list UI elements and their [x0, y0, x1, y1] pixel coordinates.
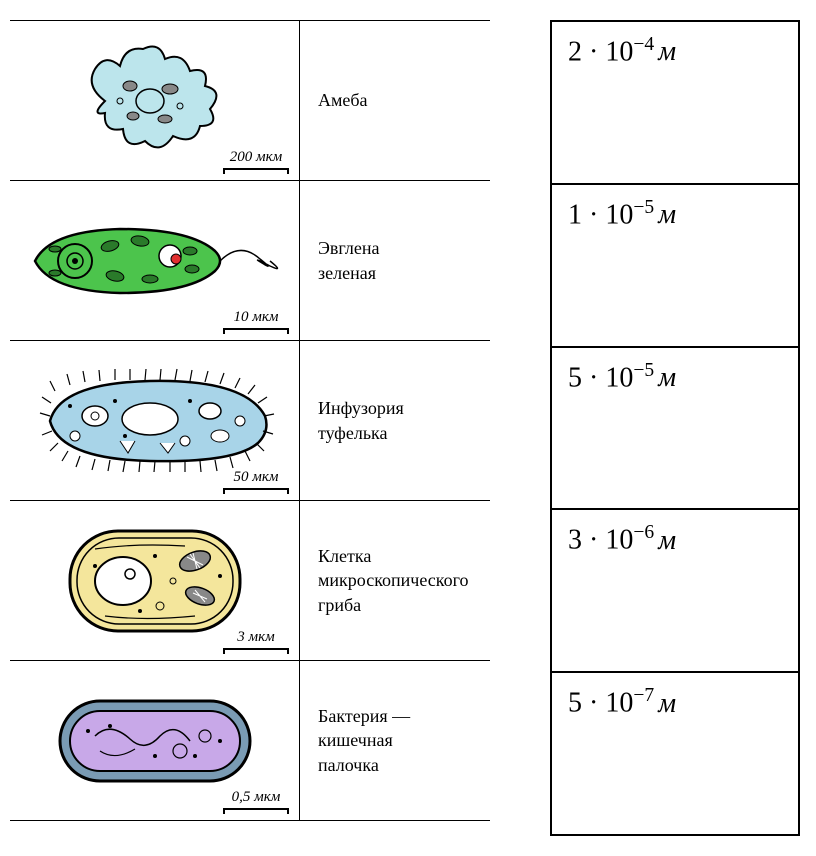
scale-label: 10 мкм — [234, 309, 279, 325]
scale-line — [223, 328, 289, 334]
scale-bar-fungus: 3 мкм — [223, 629, 289, 654]
value-cell-1: 1 · 10−5м — [552, 185, 798, 348]
paramecium-image-cell: 50 мкм — [10, 341, 300, 500]
row-amoeba: 200 мкм Амеба — [10, 21, 490, 181]
scale-line — [223, 808, 289, 814]
row-bacteria: 0,5 мкм Бактерия —кишечнаяпалочка — [10, 661, 490, 821]
row-fungus: 3 мкм Клеткамикроскопическогогриба — [10, 501, 490, 661]
coeff: 2 — [568, 36, 582, 67]
value-cell-0: 2 · 10−4м — [552, 22, 798, 185]
unit: м — [658, 525, 676, 556]
scale-bar-amoeba: 200 мкм — [223, 149, 289, 174]
scale-line — [223, 648, 289, 654]
organism-table: 200 мкм Амеба — [10, 20, 490, 836]
scale-bar-paramecium: 50 мкм — [223, 469, 289, 494]
exp: −5 — [633, 197, 654, 218]
euglena-image-cell: 10 мкм — [10, 181, 300, 340]
scale-bar-bacteria: 0,5 мкм — [223, 789, 289, 814]
exp: −5 — [633, 360, 654, 381]
amoeba-image-cell: 200 мкм — [10, 21, 300, 180]
coeff: 5 — [568, 688, 582, 719]
amoeba-icon — [65, 31, 245, 171]
bacteria-icon — [40, 681, 270, 801]
euglena-label: Эвгленазеленая — [300, 181, 490, 340]
bacteria-label: Бактерия —кишечнаяпалочка — [300, 661, 490, 820]
value-cell-4: 5 · 10−7м — [552, 673, 798, 834]
paramecium-label: Инфузориятуфелька — [300, 341, 490, 500]
unit: м — [658, 688, 676, 719]
exp: −7 — [633, 685, 654, 706]
fungus-image-cell: 3 мкм — [10, 501, 300, 660]
amoeba-label: Амеба — [300, 21, 490, 180]
row-paramecium: 50 мкм Инфузориятуфелька — [10, 341, 490, 501]
exp: −4 — [633, 34, 654, 55]
fungus-label: Клеткамикроскопическогогриба — [300, 501, 490, 660]
coeff: 1 — [568, 199, 582, 230]
unit: м — [658, 199, 676, 230]
scale-label: 0,5 мкм — [232, 789, 281, 805]
value-cell-3: 3 · 10−6м — [552, 510, 798, 673]
value-cell-2: 5 · 10−5м — [552, 348, 798, 511]
values-table: 2 · 10−4м 1 · 10−5м 5 · 10−5м 3 · 10−6м … — [550, 20, 800, 836]
unit: м — [658, 36, 676, 67]
unit: м — [658, 362, 676, 393]
coeff: 5 — [568, 362, 582, 393]
exp: −6 — [633, 522, 654, 543]
euglena-icon — [20, 211, 290, 311]
coeff: 3 — [568, 525, 582, 556]
scale-line — [223, 168, 289, 174]
scale-label: 3 мкм — [237, 629, 274, 645]
scale-label: 200 мкм — [230, 149, 282, 165]
scale-label: 50 мкм — [234, 469, 279, 485]
scale-line — [223, 488, 289, 494]
paramecium-icon — [20, 361, 290, 481]
row-euglena: 10 мкм Эвгленазеленая — [10, 181, 490, 341]
bacteria-image-cell: 0,5 мкм — [10, 661, 300, 820]
scale-bar-euglena: 10 мкм — [223, 309, 289, 334]
